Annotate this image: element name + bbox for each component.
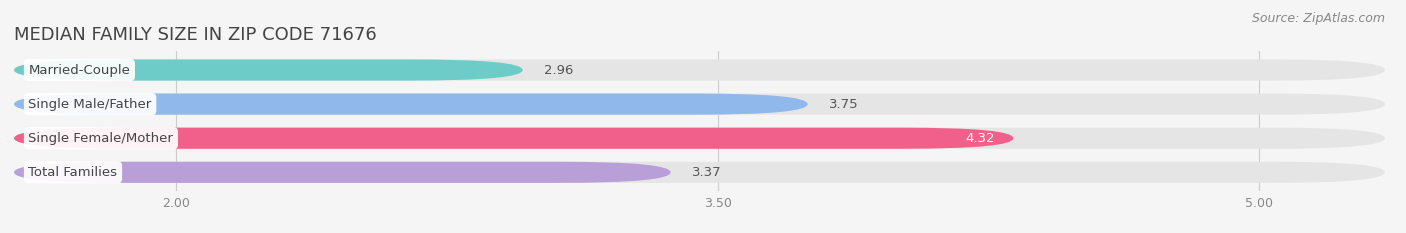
Text: 2.96: 2.96 bbox=[544, 64, 574, 76]
FancyBboxPatch shape bbox=[14, 128, 1385, 149]
FancyBboxPatch shape bbox=[14, 59, 523, 81]
Text: 4.32: 4.32 bbox=[966, 132, 995, 145]
Text: 3.75: 3.75 bbox=[830, 98, 859, 111]
Text: Single Female/Mother: Single Female/Mother bbox=[28, 132, 173, 145]
Text: Total Families: Total Families bbox=[28, 166, 118, 179]
FancyBboxPatch shape bbox=[14, 59, 1385, 81]
FancyBboxPatch shape bbox=[14, 162, 1385, 183]
Text: Source: ZipAtlas.com: Source: ZipAtlas.com bbox=[1251, 12, 1385, 25]
FancyBboxPatch shape bbox=[14, 93, 1385, 115]
FancyBboxPatch shape bbox=[14, 93, 807, 115]
Text: MEDIAN FAMILY SIZE IN ZIP CODE 71676: MEDIAN FAMILY SIZE IN ZIP CODE 71676 bbox=[14, 26, 377, 44]
Text: Single Male/Father: Single Male/Father bbox=[28, 98, 152, 111]
Text: Married-Couple: Married-Couple bbox=[28, 64, 131, 76]
FancyBboxPatch shape bbox=[14, 128, 1014, 149]
Text: 3.37: 3.37 bbox=[692, 166, 721, 179]
FancyBboxPatch shape bbox=[14, 162, 671, 183]
